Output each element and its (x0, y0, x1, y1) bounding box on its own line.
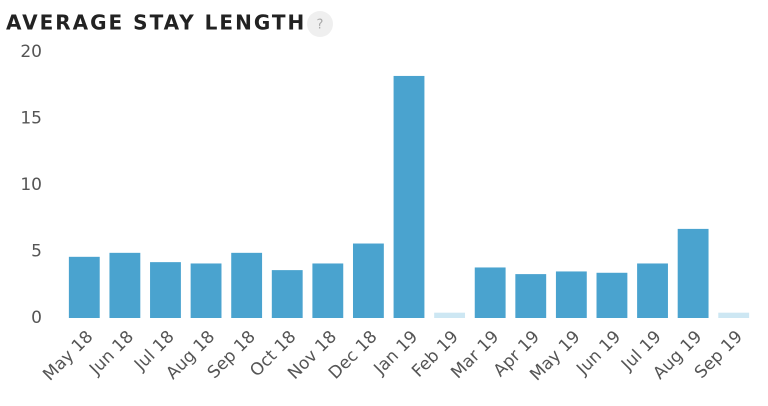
bar (190, 263, 222, 318)
bar (474, 267, 506, 318)
y-tick-label: 20 (20, 42, 42, 62)
bar (434, 312, 466, 318)
bar (677, 228, 709, 318)
x-tick-label: Jun 18 (85, 327, 138, 380)
bar (393, 75, 425, 318)
bar (271, 270, 303, 318)
bar (718, 312, 750, 318)
help-circle[interactable] (307, 11, 333, 37)
bar (231, 252, 263, 318)
x-tick-label: Jun 19 (572, 327, 625, 380)
bar (68, 256, 100, 318)
bar (352, 243, 384, 318)
bar (109, 252, 141, 318)
bar (312, 263, 344, 318)
y-tick-label: 5 (31, 242, 42, 262)
chart-title: AVERAGE STAY LENGTH (6, 11, 306, 35)
y-tick-label: 15 (20, 109, 42, 129)
bar (637, 263, 668, 318)
y-tick-label: 10 (20, 175, 42, 195)
y-tick-label: 0 (31, 308, 42, 328)
bar (555, 271, 587, 318)
bar (515, 274, 547, 318)
bar (596, 272, 628, 318)
x-tick-label: May 18 (39, 327, 97, 385)
bar (150, 262, 181, 318)
help-icon[interactable]: ? (317, 18, 324, 33)
